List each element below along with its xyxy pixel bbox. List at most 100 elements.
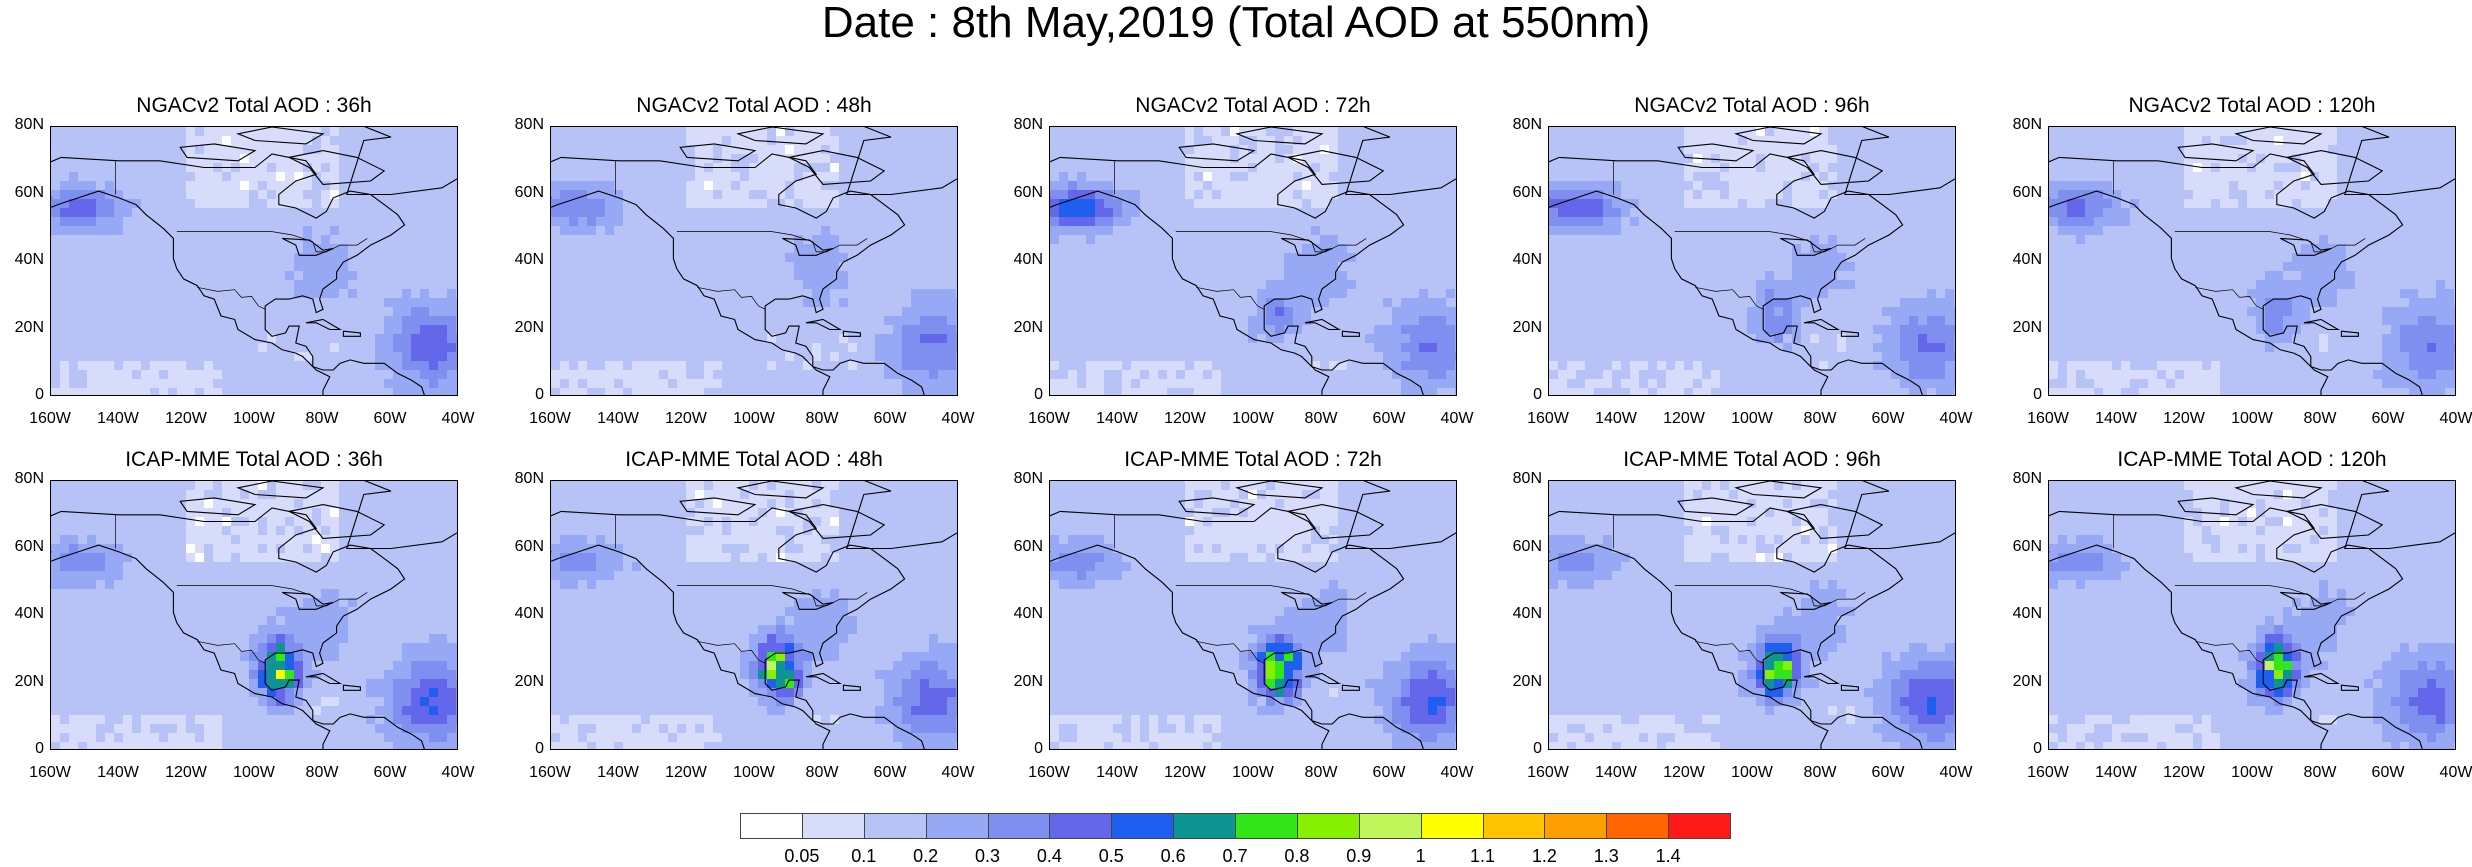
lat-tick-label: 0	[1496, 386, 1542, 404]
colorbar-label: 0.7	[1210, 846, 1260, 867]
panel-title: NGACv2 Total AOD : 36h	[10, 94, 498, 118]
lat-tick-label: 80N	[997, 470, 1043, 488]
panel-title: ICAP-MME Total AOD : 48h	[510, 448, 998, 472]
lon-tick-label: 60W	[360, 410, 420, 428]
colorbar-swatch	[1173, 813, 1236, 839]
colorbar-label: 0.4	[1024, 846, 1074, 867]
aod-map-panel	[2048, 126, 2456, 396]
colorbar-label: 1.2	[1519, 846, 1569, 867]
aod-map-panel	[1548, 126, 1956, 396]
lat-tick-label: 80N	[997, 116, 1043, 134]
lon-tick-label: 120W	[656, 764, 716, 782]
lon-tick-label: 60W	[1359, 764, 1419, 782]
lat-tick-label: 40N	[0, 605, 44, 623]
aod-map-panel	[2048, 480, 2456, 750]
colorbar-swatch	[740, 813, 803, 839]
lat-tick-label: 40N	[997, 605, 1043, 623]
lon-tick-label: 60W	[360, 764, 420, 782]
colorbar-label: 0.1	[839, 846, 889, 867]
colorbar-label: 0.3	[963, 846, 1013, 867]
lon-tick-label: 140W	[588, 764, 648, 782]
lat-tick-label: 80N	[498, 116, 544, 134]
lon-tick-label: 60W	[1858, 410, 1918, 428]
lon-tick-label: 80W	[1291, 410, 1351, 428]
lon-tick-label: 160W	[20, 764, 80, 782]
colorbar-label: 0.5	[1086, 846, 1136, 867]
lon-tick-label: 40W	[1926, 410, 1986, 428]
lat-tick-label: 20N	[997, 673, 1043, 691]
colorbar-label: 1.3	[1581, 846, 1631, 867]
colorbar-swatch	[1049, 813, 1112, 839]
lon-tick-label: 100W	[1722, 764, 1782, 782]
colorbar-label: 1	[1396, 846, 1446, 867]
lat-tick-label: 0	[498, 740, 544, 758]
lon-tick-label: 140W	[2086, 764, 2146, 782]
lon-tick-label: 160W	[1019, 764, 1079, 782]
lon-tick-label: 140W	[88, 410, 148, 428]
lon-tick-label: 120W	[656, 410, 716, 428]
lat-tick-label: 40N	[1496, 251, 1542, 269]
colorbar-label: 1.1	[1458, 846, 1508, 867]
lat-tick-label: 0	[0, 386, 44, 404]
lon-tick-label: 40W	[1427, 410, 1487, 428]
lon-tick-label: 100W	[2222, 764, 2282, 782]
lon-tick-label: 140W	[88, 764, 148, 782]
lat-tick-label: 60N	[498, 184, 544, 202]
lon-tick-label: 100W	[224, 410, 284, 428]
lon-tick-label: 140W	[1087, 764, 1147, 782]
panel-title: NGACv2 Total AOD : 72h	[1009, 94, 1497, 118]
aod-map-panel	[1049, 126, 1457, 396]
lon-tick-label: 60W	[860, 764, 920, 782]
lon-tick-label: 40W	[2426, 410, 2472, 428]
lat-tick-label: 20N	[1496, 673, 1542, 691]
lat-tick-label: 40N	[498, 251, 544, 269]
panel-title: NGACv2 Total AOD : 120h	[2008, 94, 2472, 118]
colorbar-label: 0.8	[1272, 846, 1322, 867]
lat-tick-label: 60N	[997, 538, 1043, 556]
lon-tick-label: 80W	[1790, 764, 1850, 782]
lon-tick-label: 160W	[1019, 410, 1079, 428]
lon-tick-label: 40W	[928, 410, 988, 428]
lat-tick-label: 80N	[1496, 116, 1542, 134]
colorbar-swatch	[1111, 813, 1174, 839]
panel-title: ICAP-MME Total AOD : 36h	[10, 448, 498, 472]
lat-tick-label: 60N	[1996, 184, 2042, 202]
colorbar-swatch	[1483, 813, 1546, 839]
lon-tick-label: 40W	[1427, 764, 1487, 782]
lon-tick-label: 80W	[292, 410, 352, 428]
colorbar-label: 0.6	[1148, 846, 1198, 867]
lon-tick-label: 140W	[2086, 410, 2146, 428]
lon-tick-label: 80W	[2290, 410, 2350, 428]
lat-tick-label: 0	[0, 740, 44, 758]
lon-tick-label: 80W	[1790, 410, 1850, 428]
panel-title: NGACv2 Total AOD : 48h	[510, 94, 998, 118]
lon-tick-label: 40W	[1926, 764, 1986, 782]
lat-tick-label: 0	[1996, 386, 2042, 404]
lon-tick-label: 160W	[1518, 764, 1578, 782]
lon-tick-label: 100W	[1223, 764, 1283, 782]
colorbar-swatch	[1235, 813, 1298, 839]
lon-tick-label: 160W	[2018, 410, 2078, 428]
lon-tick-label: 160W	[20, 410, 80, 428]
lon-tick-label: 160W	[520, 764, 580, 782]
lat-tick-label: 40N	[1996, 251, 2042, 269]
lat-tick-label: 0	[997, 386, 1043, 404]
lon-tick-label: 100W	[1223, 410, 1283, 428]
lon-tick-label: 100W	[724, 764, 784, 782]
lat-tick-label: 20N	[0, 319, 44, 337]
lat-tick-label: 60N	[997, 184, 1043, 202]
panel-title: ICAP-MME Total AOD : 96h	[1508, 448, 1996, 472]
lat-tick-label: 20N	[498, 319, 544, 337]
lat-tick-label: 60N	[498, 538, 544, 556]
lat-tick-label: 40N	[0, 251, 44, 269]
lon-tick-label: 120W	[156, 410, 216, 428]
lon-tick-label: 80W	[792, 764, 852, 782]
colorbar-swatch	[1421, 813, 1484, 839]
lon-tick-label: 160W	[520, 410, 580, 428]
lon-tick-label: 40W	[428, 410, 488, 428]
aod-map-panel	[550, 480, 958, 750]
lat-tick-label: 20N	[1996, 673, 2042, 691]
lon-tick-label: 80W	[292, 764, 352, 782]
lon-tick-label: 60W	[860, 410, 920, 428]
lon-tick-label: 120W	[1654, 410, 1714, 428]
